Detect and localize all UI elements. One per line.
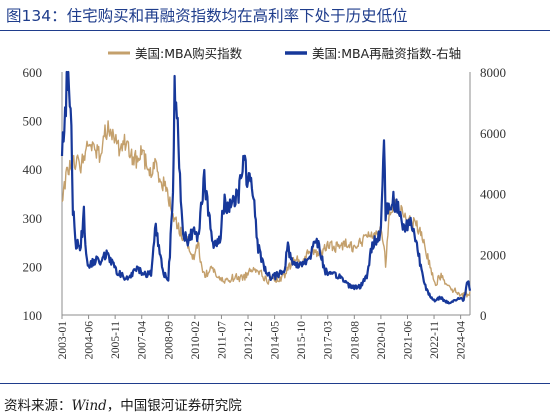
x-tick-label: 2021-06 <box>402 321 414 360</box>
x-tick-label: 2020-01 <box>376 321 388 360</box>
x-tick-label: 2017-03 <box>323 321 335 360</box>
x-tick-label: 2008-09 <box>163 321 175 360</box>
x-tick-label: 2022-11 <box>429 321 441 359</box>
y-left-tick-label: 200 <box>23 259 43 274</box>
x-tick-label: 2005-11 <box>110 321 122 359</box>
source-name: Wind <box>71 398 107 414</box>
legend: 美国:MBA购买指数 美国:MBA再融资指数-右轴 <box>108 46 461 61</box>
x-tick-label: 2007-04 <box>137 321 149 360</box>
title-divider <box>0 30 550 31</box>
legend-label-purchase: 美国:MBA购买指数 <box>135 46 243 61</box>
series-layer <box>60 70 472 305</box>
y-right-tick-label: 2000 <box>480 247 506 262</box>
series-line-refinance <box>60 70 472 305</box>
y-right-tick-label: 4000 <box>480 187 506 202</box>
x-tick-label: 2010-02 <box>190 321 202 360</box>
x-tick-label: 2011-07 <box>216 321 228 359</box>
y-left-tick-label: 100 <box>23 308 43 323</box>
source-suffix: ，中国银河证券研究院 <box>106 398 242 414</box>
y-left-tick-label: 500 <box>23 114 43 129</box>
legend-label-refinance: 美国:MBA再融资指数-右轴 <box>312 46 461 61</box>
x-tick-label: 2018-08 <box>349 321 361 360</box>
y-left-tick-label: 300 <box>23 211 43 226</box>
y-right-tick-label: 6000 <box>480 126 506 141</box>
axes: 100200300400500600020004000600080002003-… <box>23 65 507 359</box>
x-tick-label: 2014-05 <box>270 321 282 360</box>
x-tick-label: 2004-06 <box>84 321 96 360</box>
y-right-tick-label: 0 <box>480 308 487 323</box>
x-tick-label: 2012-12 <box>243 321 255 360</box>
chart-title: 图134：住宅购买和再融资指数均在高利率下处于历史低位 <box>6 7 408 25</box>
x-tick-label: 2024-04 <box>456 321 468 360</box>
source-divider <box>0 383 550 384</box>
y-right-tick-label: 8000 <box>480 65 506 80</box>
line-chart: 100200300400500600020004000600080002003-… <box>23 46 507 359</box>
source-note: 资料来源：Wind，中国银河证券研究院 <box>4 394 242 414</box>
source-prefix: 资料来源： <box>4 398 72 414</box>
x-tick-label: 2015-10 <box>296 321 308 360</box>
x-tick-label: 2003-01 <box>57 321 69 360</box>
y-left-tick-label: 600 <box>23 65 43 80</box>
y-left-tick-label: 400 <box>23 162 43 177</box>
series-line-purchase <box>61 120 471 299</box>
